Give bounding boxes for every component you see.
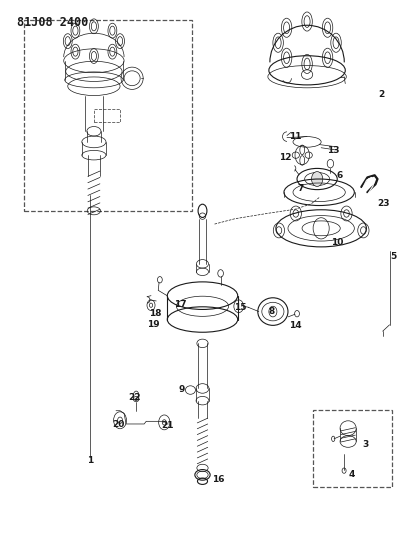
Text: 1: 1 <box>87 456 93 465</box>
Text: 15: 15 <box>234 303 246 312</box>
Text: 8: 8 <box>269 307 275 316</box>
Text: 21: 21 <box>161 421 173 430</box>
Text: 17: 17 <box>174 300 187 309</box>
Text: 19: 19 <box>147 320 160 329</box>
Text: 2: 2 <box>378 90 385 99</box>
Text: 13: 13 <box>327 147 339 156</box>
Text: 4: 4 <box>348 470 354 479</box>
Text: 5: 5 <box>390 253 396 262</box>
Text: 10: 10 <box>331 238 343 247</box>
Bar <box>94 109 120 122</box>
Text: 81J08 2400: 81J08 2400 <box>17 16 89 29</box>
Bar <box>23 20 192 211</box>
Circle shape <box>311 172 323 187</box>
Text: 6: 6 <box>336 171 342 180</box>
Text: 20: 20 <box>112 420 124 429</box>
Text: 12: 12 <box>279 154 291 163</box>
Text: 16: 16 <box>211 475 224 484</box>
Text: 14: 14 <box>289 321 301 330</box>
Text: 11: 11 <box>289 132 301 141</box>
Text: 18: 18 <box>149 309 161 318</box>
Text: 23: 23 <box>377 199 390 208</box>
Text: 3: 3 <box>362 440 369 449</box>
Text: 7: 7 <box>298 183 304 192</box>
Text: 9: 9 <box>178 385 185 394</box>
Bar <box>313 410 392 487</box>
Text: 22: 22 <box>129 393 141 402</box>
